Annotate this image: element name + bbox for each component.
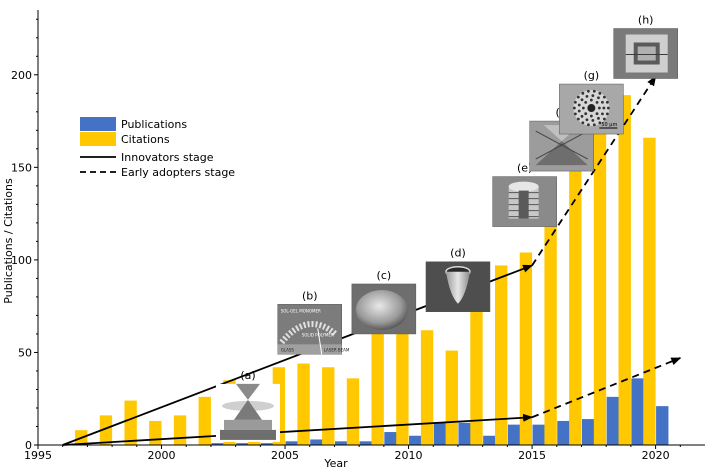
bar-citations-2013 [470, 280, 483, 445]
inset-label-h: (h) [638, 14, 654, 27]
bar-publications-2004 [260, 443, 274, 445]
bar-publications-2017 [581, 419, 595, 445]
bar-citations-2000 [149, 420, 162, 445]
y-axis-label: Publications / Citations [2, 178, 15, 304]
insets-layer: (a) SOL-GEL MONOMER SOLID POLYMER GLASS LASE… [215, 14, 678, 442]
bar-publications-2007 [334, 441, 348, 445]
bar-publications-2012 [458, 422, 471, 445]
svg-text:LASER BEAM: LASER BEAM [324, 347, 350, 352]
bar-publications-2010 [409, 435, 422, 445]
bar-publications-2003 [236, 443, 249, 445]
bar-citations-2010 [396, 322, 409, 445]
bar-publications-2005 [285, 441, 298, 445]
bar-publications-2008 [359, 441, 372, 445]
inset-image-a [215, 383, 280, 442]
bar-citations-2007 [322, 367, 335, 445]
bar-citations-1998 [99, 415, 113, 445]
y-tick-label-100: 100 [11, 254, 32, 267]
svg-text:SOL-GEL MONOMER: SOL-GEL MONOMER [281, 308, 321, 313]
bar-citations-2015 [519, 252, 533, 445]
x-tick-label-2010: 2010 [395, 449, 423, 462]
inset-image-g: 50 µm [559, 83, 624, 135]
bar-citations-2018 [593, 113, 607, 445]
trend-line-innovators-1 [62, 413, 534, 446]
inset-label-g: (g) [584, 69, 600, 82]
inset-image-b: SOL-GEL MONOMER SOLID POLYMER GLASS LASER B… [277, 304, 350, 355]
bar-citations-2012 [445, 350, 458, 445]
bar-citations-1999 [124, 400, 137, 445]
bar-citations-2017 [569, 141, 582, 445]
bar-citations-2002 [198, 396, 211, 445]
legend: Publications Citations Innovators stage … [80, 117, 235, 179]
legend-swatch-publications [80, 117, 116, 131]
y-tick-label-0: 0 [25, 439, 32, 452]
bar-citations-2020 [643, 137, 656, 446]
bar-publications-2013 [483, 435, 496, 445]
bar-citations-2019 [618, 95, 631, 446]
bar-publications-2015 [532, 424, 545, 445]
bar-publications-2020 [656, 406, 669, 445]
legend-label-publications: Publications [121, 118, 187, 131]
x-axis-label: Year [323, 457, 348, 470]
bar-citations-2014 [495, 265, 508, 445]
y-tick-label-150: 150 [11, 161, 32, 174]
bar-publications-2002 [211, 443, 224, 445]
y-tick-label-50: 50 [18, 346, 32, 359]
bar-publications-2018 [606, 396, 620, 445]
bar-publications-2016 [557, 420, 570, 445]
inset-label-e: (e) [517, 162, 532, 175]
bar-publications-2009 [384, 432, 397, 445]
axes-layer: 1995 2000 2005 2010 2015 2020 0 50 100 150 200 [11, 10, 705, 462]
trend-line-early-adopters-3 [531, 357, 682, 419]
bar-citations-2001 [173, 415, 187, 445]
bar-citations-2008 [346, 378, 360, 445]
svg-text:SOLID POLYMER: SOLID POLYMER [302, 332, 334, 337]
bar-citations-2009 [371, 319, 384, 445]
legend-label-citations: Citations [121, 133, 170, 146]
bar-publications-2019 [631, 378, 644, 445]
x-tick-label-2000: 2000 [148, 449, 176, 462]
inset-label-b: (b) [302, 289, 318, 302]
x-tick-label-2015: 2015 [518, 449, 546, 462]
bar-citations-2006 [297, 363, 310, 445]
inset-label-c: (c) [377, 269, 392, 282]
inset-image-d [425, 261, 491, 312]
svg-text:GLASS: GLASS [281, 347, 295, 352]
inset-image-c [351, 283, 417, 335]
legend-label-early-adopters: Early adopters stage [121, 166, 235, 179]
x-tick-label-2005: 2005 [271, 449, 299, 462]
y-tick-label-200: 200 [11, 69, 32, 82]
inset-image-e [492, 176, 557, 227]
inset-label-d: (d) [450, 247, 466, 260]
legend-swatch-citations [80, 132, 116, 146]
bar-citations-2016 [544, 182, 557, 446]
inset-label-a: (a) [240, 369, 255, 382]
x-tick-label-2020: 2020 [642, 449, 670, 462]
bar-publications-2006 [310, 439, 323, 445]
inset-image-h [613, 28, 678, 79]
legend-label-innovators: Innovators stage [121, 151, 214, 164]
bar-publications-2014 [507, 424, 521, 445]
bar-citations-2011 [420, 330, 434, 445]
svg-text:50 µm: 50 µm [601, 122, 617, 128]
x-tick-label-1995: 1995 [24, 449, 52, 462]
bar-publications-2011 [433, 422, 447, 445]
